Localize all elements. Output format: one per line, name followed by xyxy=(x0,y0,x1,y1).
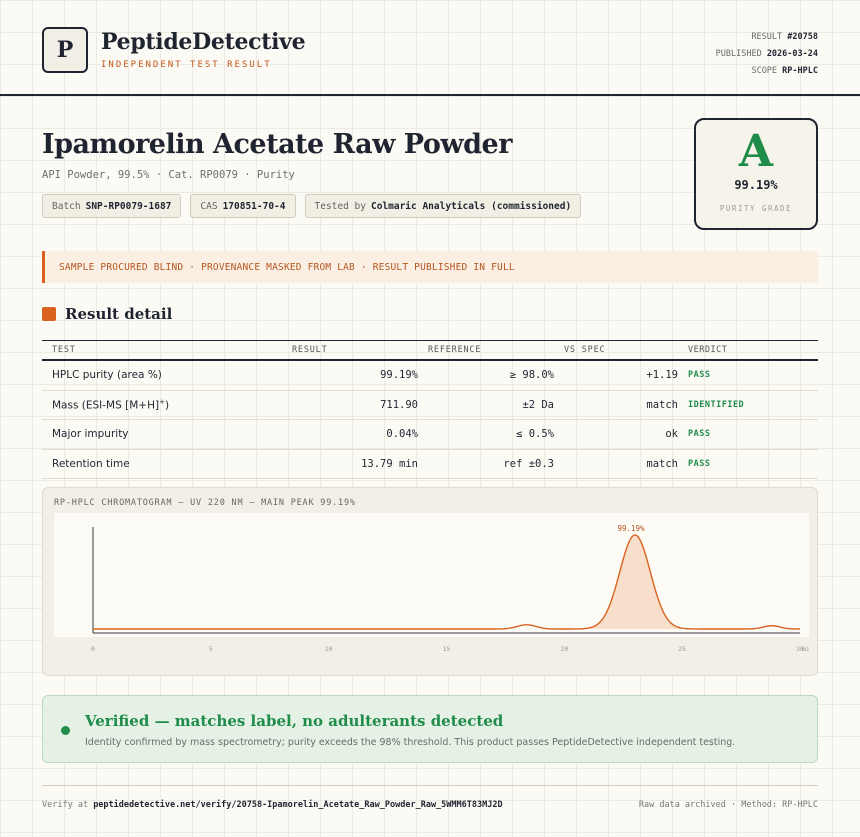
published-label: PUBLISHED xyxy=(715,49,762,59)
main-peak-fill xyxy=(581,535,689,629)
verified-description: Identity confirmed by mass spectrometry;… xyxy=(85,737,736,748)
table-header: TEST RESULT REFERENCE VS SPEC VERDICT xyxy=(42,341,818,361)
result-meta: RESULT #20758 PUBLISHED 2026-03-24 SCOPE… xyxy=(716,29,818,80)
chip-label: CAS xyxy=(200,200,218,212)
result-number: #20758 xyxy=(787,32,818,42)
main-peak-label: 99.19% xyxy=(617,524,645,533)
cell-test-after: ) xyxy=(164,399,170,412)
cell-result: 13.79 min xyxy=(361,457,418,470)
published-date: 2026-03-24 xyxy=(766,49,818,59)
cell-result: 99.19% xyxy=(380,369,418,382)
verified-title: Verified — matches label, no adulterants… xyxy=(85,712,504,730)
batch-chip: Batch SNP-RP0079-1687 xyxy=(42,194,182,218)
cell-test-text: Mass (ESI-MS [M+H] xyxy=(52,399,160,412)
chip-value: 170851-70-4 xyxy=(222,200,286,212)
x-tick-label: 10 xyxy=(325,645,333,653)
cell-reference: ≤ 0.5% xyxy=(516,428,554,441)
x-tick-label: 0 xyxy=(91,645,95,653)
brand-subtitle: INDEPENDENT TEST RESULT xyxy=(101,60,272,70)
x-tick-label: 20 xyxy=(560,645,568,653)
cell-result: 711.90 xyxy=(380,398,418,411)
cell-reference: ≥ 98.0% xyxy=(509,369,554,382)
tested-by-chip: Tested by Colmaric Analyticals (commissio… xyxy=(304,194,582,218)
scope-label: SCOPE xyxy=(751,66,778,76)
col-vs-spec: VS SPEC xyxy=(564,345,606,355)
cell-result: 0.04% xyxy=(386,428,418,441)
x-tick-label: 25 xyxy=(678,645,686,653)
cell-test: Retention time xyxy=(52,457,130,470)
cell-test-sup: + xyxy=(159,398,165,406)
section-header: Result detail xyxy=(42,305,172,323)
col-verdict: VERDICT xyxy=(688,345,728,355)
verify-text: Verify at peptidedetective.net/verify/20… xyxy=(42,800,503,810)
blind-notice: SAMPLE PROCURED BLIND · PROVENANCE MASKE… xyxy=(42,251,818,283)
verify-label: Verify at xyxy=(42,800,89,810)
cell-reference: ±2 Da xyxy=(522,398,554,411)
cell-test: Mass (ESI-MS [M+H]+) xyxy=(42,398,282,412)
grade-letter: A xyxy=(738,126,774,177)
verify-link[interactable]: peptidedetective.net/verify/20758-Ipamor… xyxy=(93,800,503,810)
logo: P xyxy=(42,27,88,73)
chromatogram-chart: 99.19% 0 5 10 15 20 25 30min xyxy=(54,513,809,653)
result-label: RESULT xyxy=(751,32,783,42)
product-chips: Batch SNP-RP0079-1687 CAS 170851-70-4 Test… xyxy=(42,194,582,218)
product-subtitle: API Powder, 99.5% · Cat. RP0079 · Purity xyxy=(42,169,295,181)
col-result: RESULT xyxy=(292,345,328,355)
x-tick-label: 15 xyxy=(443,645,451,653)
cell-test: HPLC purity (area %) xyxy=(52,369,162,382)
purity-grade-card: A 99.19% PURITY GRADE xyxy=(694,118,818,230)
x-axis-label: min xyxy=(802,645,809,653)
header: P PeptideDetective INDEPENDENT TEST RESU… xyxy=(0,0,860,96)
grade-label: PURITY GRADE xyxy=(719,204,793,213)
section-title: Result detail xyxy=(65,305,173,323)
verified-banner: Verified — matches label, no adulterants… xyxy=(42,695,818,763)
table-row: Major impurity 0.04% ≤ 0.5% ok PASS xyxy=(42,420,818,450)
cell-vs-spec: match xyxy=(646,457,678,470)
grade-value: 99.19% xyxy=(734,178,778,192)
chip-value: SNP-RP0079-1687 xyxy=(85,200,172,212)
cell-reference: ref ±0.3 xyxy=(503,457,554,470)
section-square-icon xyxy=(42,307,56,321)
scope-value: RP-HPLC xyxy=(782,66,818,76)
table-row: Mass (ESI-MS [M+H]+) 711.90 ±2 Da match … xyxy=(42,391,818,420)
table-row: HPLC purity (area %) 99.19% ≥ 98.0% +1.1… xyxy=(42,361,818,391)
verified-dot-icon xyxy=(61,726,70,735)
x-tick-label: 30 xyxy=(796,645,804,653)
footer: Verify at peptidedetective.net/verify/20… xyxy=(42,785,818,810)
cell-verdict: PASS xyxy=(688,429,711,440)
cell-vs-spec: match xyxy=(646,398,678,411)
cell-verdict: PASS xyxy=(688,458,711,469)
cas-chip: CAS 170851-70-4 xyxy=(190,194,296,218)
chromatogram-trace xyxy=(93,534,800,630)
brand-name: PeptideDetective xyxy=(101,29,306,55)
chromatogram-panel: RP-HPLC CHROMATOGRAM — UV 220 NM — MAIN … xyxy=(42,487,818,676)
cell-verdict: IDENTIFIED xyxy=(688,399,745,410)
plot-area xyxy=(54,513,809,637)
x-tick-label: 5 xyxy=(209,645,213,653)
col-test: TEST xyxy=(52,345,76,355)
cell-vs-spec: ok xyxy=(665,428,678,441)
cell-vs-spec: +1.19 xyxy=(646,369,678,382)
chip-value: Colmaric Analyticals (commissioned) xyxy=(370,200,572,212)
cell-verdict: PASS xyxy=(688,370,711,381)
cell-test: Major impurity xyxy=(52,428,129,441)
chart-title: RP-HPLC CHROMATOGRAM — UV 220 NM — MAIN … xyxy=(54,498,356,508)
chip-label: Tested by xyxy=(314,200,366,212)
table-row: Retention time 13.79 min ref ±0.3 match … xyxy=(42,450,818,479)
product-title: Ipamorelin Acetate Raw Powder xyxy=(42,129,512,160)
chip-label: Batch xyxy=(52,200,81,212)
col-reference: REFERENCE xyxy=(428,345,482,355)
result-table: TEST RESULT REFERENCE VS SPEC VERDICT HP… xyxy=(42,340,818,479)
footer-method: Raw data archived · Method: RP-HPLC xyxy=(638,800,818,810)
